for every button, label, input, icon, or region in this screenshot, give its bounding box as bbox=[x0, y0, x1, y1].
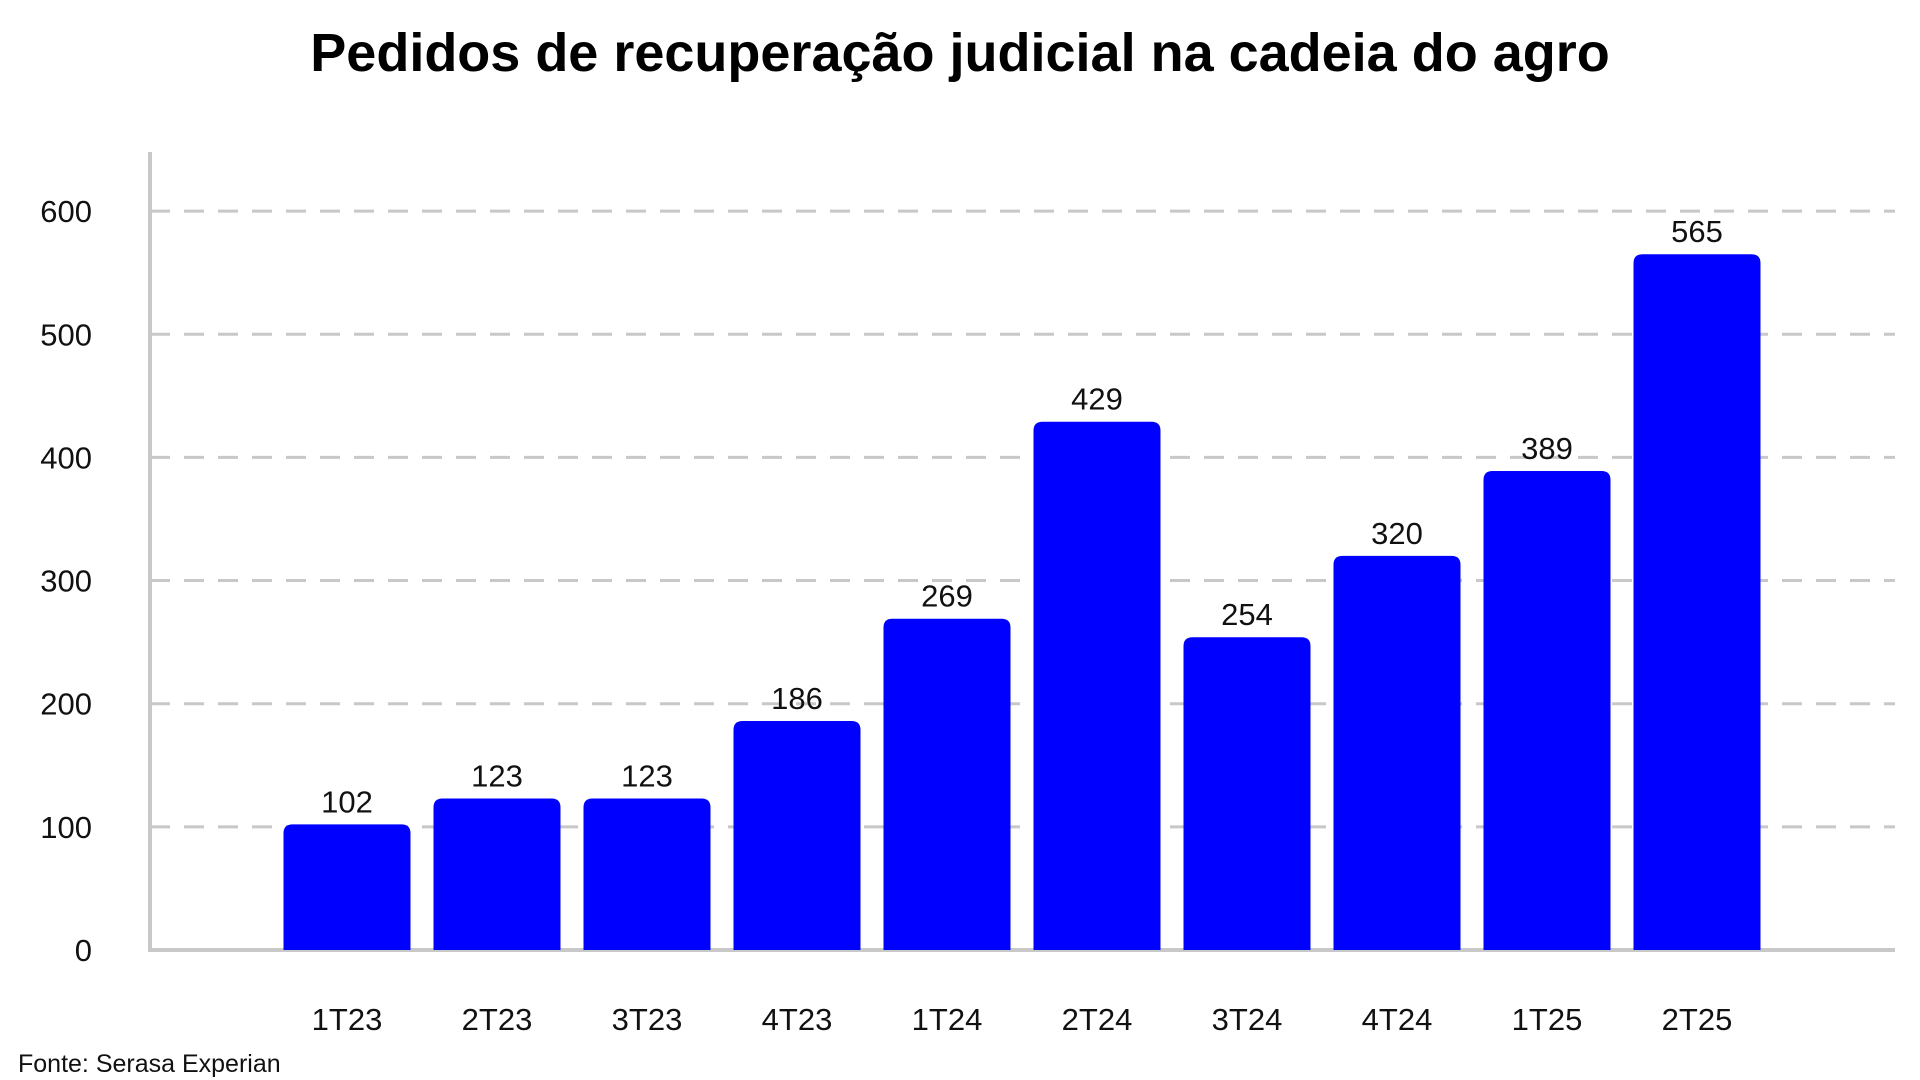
x-tick-label: 2T25 bbox=[1662, 1002, 1733, 1037]
bar bbox=[583, 798, 711, 950]
bar bbox=[1333, 555, 1461, 950]
x-tick-label: 1T25 bbox=[1512, 1002, 1583, 1037]
bar bbox=[883, 618, 1011, 950]
y-tick-label: 600 bbox=[40, 194, 92, 229]
y-tick-label: 0 bbox=[75, 933, 92, 968]
bar bbox=[1483, 470, 1611, 950]
x-tick-label: 2T24 bbox=[1062, 1002, 1133, 1037]
y-tick-label: 200 bbox=[40, 687, 92, 722]
bar bbox=[1033, 421, 1161, 950]
y-tick-label: 400 bbox=[40, 440, 92, 475]
x-tick-labels: 1T23 2T23 3T23 4T23 1T24 2T24 3T24 4T24 1T25 2T25 bbox=[312, 1002, 1733, 1037]
value-labels: 102 123 123 186 269 429 254 320 389 565 bbox=[321, 214, 1723, 819]
data-label: 269 bbox=[921, 579, 973, 614]
x-tick-label: 1T24 bbox=[912, 1002, 983, 1037]
data-label: 429 bbox=[1071, 382, 1123, 417]
bar bbox=[433, 798, 561, 950]
grid-lines bbox=[150, 209, 1895, 829]
x-tick-label: 3T23 bbox=[612, 1002, 683, 1037]
chart-title: Pedidos de recuperação judicial na cadei… bbox=[310, 23, 1610, 83]
y-tick-label: 300 bbox=[40, 564, 92, 599]
x-tick-label: 4T24 bbox=[1362, 1002, 1433, 1037]
x-tick-label: 3T24 bbox=[1212, 1002, 1283, 1037]
data-label: 320 bbox=[1371, 516, 1423, 551]
x-tick-label: 1T23 bbox=[312, 1002, 383, 1037]
x-tick-label: 4T23 bbox=[762, 1002, 833, 1037]
data-label: 389 bbox=[1521, 431, 1573, 466]
bar bbox=[1183, 637, 1311, 950]
bar bbox=[733, 720, 861, 950]
data-label: 186 bbox=[771, 681, 823, 716]
y-tick-labels: 0 100 200 300 400 500 600 bbox=[40, 194, 92, 968]
data-label: 565 bbox=[1671, 214, 1723, 249]
bars bbox=[283, 254, 1761, 951]
bar bbox=[1633, 254, 1761, 951]
data-label: 102 bbox=[321, 784, 373, 819]
data-label: 254 bbox=[1221, 597, 1273, 632]
y-tick-label: 500 bbox=[40, 317, 92, 352]
y-tick-label: 100 bbox=[40, 810, 92, 845]
data-label: 123 bbox=[471, 759, 523, 794]
bar bbox=[283, 824, 411, 950]
x-tick-label: 2T23 bbox=[462, 1002, 533, 1037]
data-label: 123 bbox=[621, 759, 673, 794]
source-note: Fonte: Serasa Experian bbox=[18, 1050, 281, 1078]
